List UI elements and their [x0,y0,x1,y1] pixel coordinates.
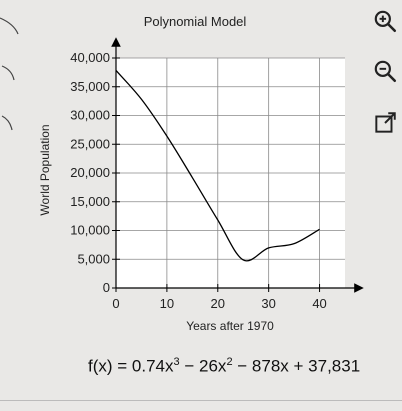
zoom-in-button[interactable] [370,6,400,36]
margin-marks [0,17,19,131]
x-tick-label: 20 [211,296,225,311]
expand-button[interactable] [370,108,400,138]
y-tick-label: 0 [103,280,110,295]
x-axis-label: Years after 1970 [186,319,274,333]
y-tick-label: 40,000 [70,50,110,65]
chart-title: Polynomial Model [144,14,247,29]
x-tick-label: 0 [112,296,119,311]
y-tick-label: 10,000 [70,223,110,238]
y-axis-label: World Population [38,124,52,215]
x-ticks: 0 10 20 30 40 [112,284,327,311]
x-tick-label: 10 [160,296,174,311]
x-tick-label: 30 [261,296,275,311]
formula-exponent-1: 3 [173,356,180,368]
zoom-out-button[interactable] [370,56,400,86]
axes [111,37,364,293]
y-tick-label: 20,000 [70,165,110,180]
y-tick-label: 30,000 [70,108,110,123]
x-tick-label: 40 [312,296,326,311]
formula-rhs: − 878x + 37,831 [232,356,361,376]
y-tick-label: 15,000 [70,194,110,209]
series-line [115,70,320,262]
y-tick-label: 5,000 [77,251,110,266]
formula-lhs: f(x) = 0.74x [88,356,174,376]
formula-mid: − 26x [179,356,227,376]
divider [0,400,402,401]
y-tick-label: 25,000 [70,136,110,151]
formula-exponent-2: 2 [226,356,233,368]
y-ticks: 0 5,000 10,000 15,000 20,000 25,000 30,000 35,0… [70,50,120,295]
zoom-in-icon [374,10,397,33]
chart: Polynomial Model 0 5,000 10,000 15,000 20,00… [38,14,364,333]
expand-icon [375,112,396,133]
y-tick-label: 35,000 [70,79,110,94]
zoom-out-icon [374,60,397,83]
grid [116,57,345,288]
formula: f(x) = 0.74x3 − 26x2 − 878x + 37,831 [88,356,360,377]
